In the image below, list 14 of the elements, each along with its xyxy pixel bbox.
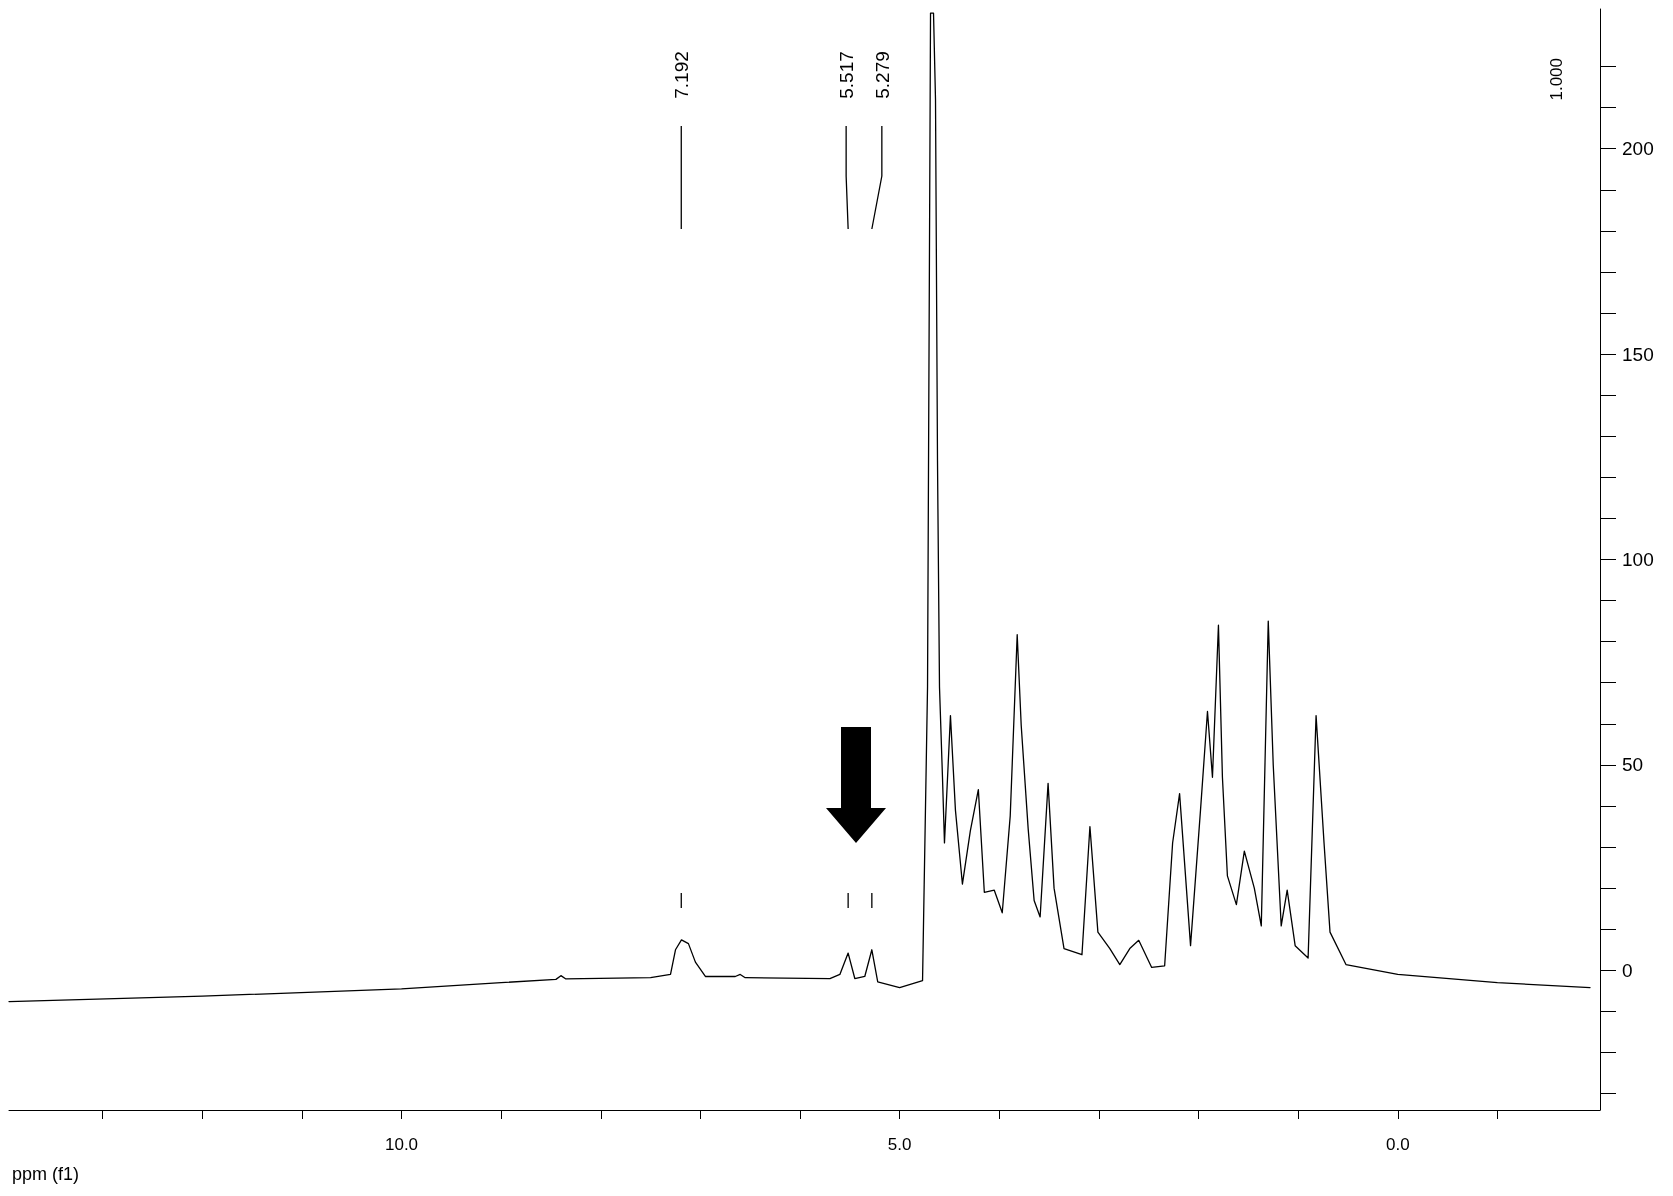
annotation: 7.192	[671, 51, 693, 99]
annotation: 5.279	[871, 51, 893, 99]
y-tick-label: 150	[1622, 343, 1654, 365]
x-tick-label: 0.0	[1385, 1135, 1410, 1154]
x-tick-label: 10.0	[384, 1135, 419, 1154]
annotation: 5.517	[836, 51, 858, 99]
y-tick-label: 200	[1622, 138, 1654, 160]
line-series	[8, 12, 1591, 1003]
x-tick-label: 5.0	[887, 1135, 912, 1154]
x-axis-title: ppm (f1)	[12, 1164, 80, 1184]
y-tick-label: 50	[1622, 754, 1644, 776]
y-tick-label: 100	[1622, 549, 1654, 570]
annotation: 1.000	[1547, 58, 1566, 101]
y-tick-label: 0	[1622, 959, 1633, 981]
